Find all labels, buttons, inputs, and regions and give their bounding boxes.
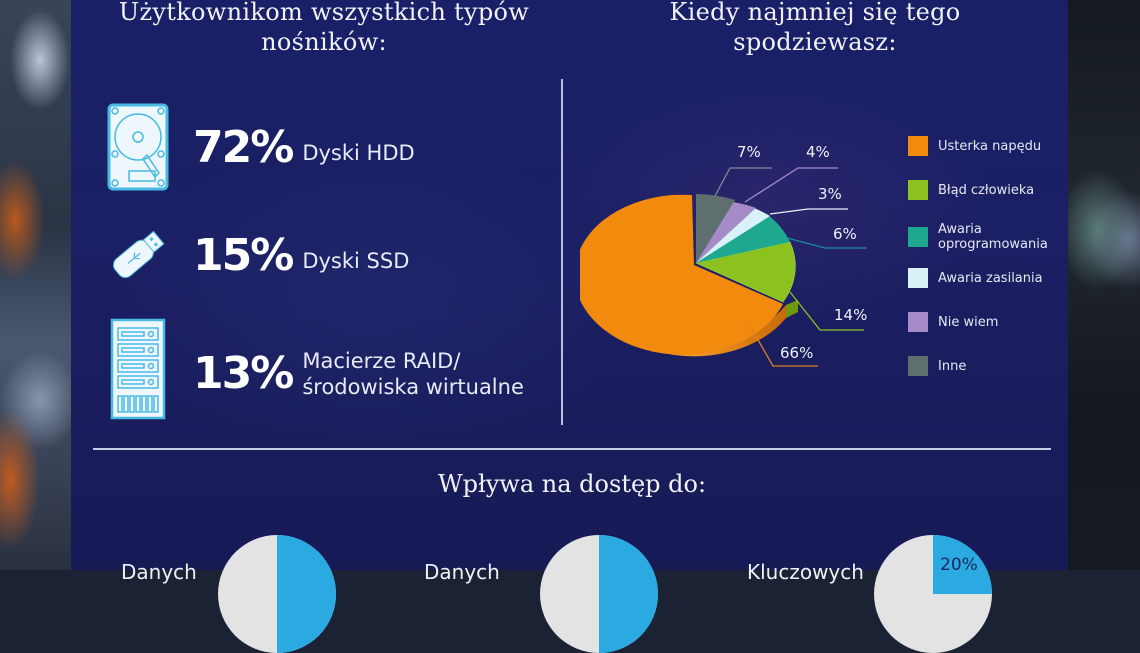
legend-label: Awaria oprogramowania xyxy=(938,222,1048,252)
section-title-access-impact: Wpływa na dostęp do: xyxy=(437,470,707,498)
label-ssd: Dyski SSD xyxy=(302,249,410,273)
access-label-2: Danych xyxy=(424,560,500,584)
label-raid: Macierze RAID/ środowiska wirtualne xyxy=(302,348,524,400)
legend-item-awaria-zasilania: Awaria zasilania xyxy=(908,268,1043,288)
pie-label-blad-czlowieka: 14% xyxy=(834,306,868,324)
pie-label-awaria-zasilania: 3% xyxy=(818,185,842,203)
failure-cause-pie-chart: 7% 4% 3% 6% 14% 66% xyxy=(574,130,880,380)
legend-item-blad-czlowieka: Błąd człowieka xyxy=(908,180,1034,200)
hard-drive-icon xyxy=(106,103,170,191)
pie-label-inne: 7% xyxy=(737,143,761,161)
media-row-hdd: 72% Dyski HDD xyxy=(106,103,415,191)
vertical-divider xyxy=(561,79,563,425)
label-raid-line1: Macierze RAID/ xyxy=(302,349,461,373)
legend-label-line2: oprogramowania xyxy=(938,237,1048,252)
access-label-1: Danych xyxy=(121,560,197,584)
legend-item-inne: Inne xyxy=(908,356,966,376)
background-photo-right xyxy=(1068,0,1140,570)
legend-swatch-orange xyxy=(908,136,928,156)
legend-swatch-green xyxy=(908,180,928,200)
pie-label-usterka-napedu: 66% xyxy=(780,344,814,362)
legend-item-usterka-napedu: Usterka napędu xyxy=(908,136,1041,156)
usb-drive-icon xyxy=(106,226,170,284)
mini-pie-chart-1 xyxy=(218,535,336,653)
media-row-raid: 13% Macierze RAID/ środowiska wirtualne xyxy=(106,318,524,420)
percent-ssd: 15% xyxy=(193,229,294,281)
media-row-ssd: 15% Dyski SSD xyxy=(106,226,409,284)
mini-pie-3-percent: 20% xyxy=(940,555,978,575)
legend-swatch-gray xyxy=(908,356,928,376)
legend-label: Awaria zasilania xyxy=(938,271,1043,286)
infographic-panel xyxy=(71,0,1068,570)
legend-item-nie-wiem: Nie wiem xyxy=(908,312,998,332)
legend-label: Błąd człowieka xyxy=(938,183,1035,198)
horizontal-divider xyxy=(93,448,1051,450)
legend-label-line1: Awaria xyxy=(938,222,982,237)
label-hdd: Dyski HDD xyxy=(302,141,415,165)
background-photo-left xyxy=(0,0,71,570)
legend-label: Nie wiem xyxy=(938,315,999,330)
mini-pie-chart-3 xyxy=(874,535,992,653)
server-rack-icon xyxy=(106,318,170,420)
label-raid-line2: środowiska wirtualne xyxy=(302,375,524,399)
percent-raid: 13% xyxy=(193,347,294,399)
legend-swatch-teal xyxy=(908,227,928,247)
pie-label-nie-wiem: 4% xyxy=(806,143,830,161)
percent-hdd: 72% xyxy=(193,121,294,173)
mini-pie-chart-2 xyxy=(540,535,658,653)
access-label-3: Kluczowych xyxy=(747,560,864,584)
legend-label: Usterka napędu xyxy=(938,139,1042,154)
section-title-when-unexpected: Kiedy najmniej się tego spodziewasz: xyxy=(669,0,961,56)
legend-swatch-lavender xyxy=(908,312,928,332)
legend-swatch-light-cyan xyxy=(908,268,928,288)
pie-label-awaria-oprogramowania: 6% xyxy=(833,225,857,243)
legend-item-awaria-oprogramowania: Awaria oprogramowania xyxy=(908,222,1048,252)
legend-label: Inne xyxy=(938,359,967,374)
section-title-media-types: Użytkownikom wszystkich typów nośników: xyxy=(118,0,530,56)
